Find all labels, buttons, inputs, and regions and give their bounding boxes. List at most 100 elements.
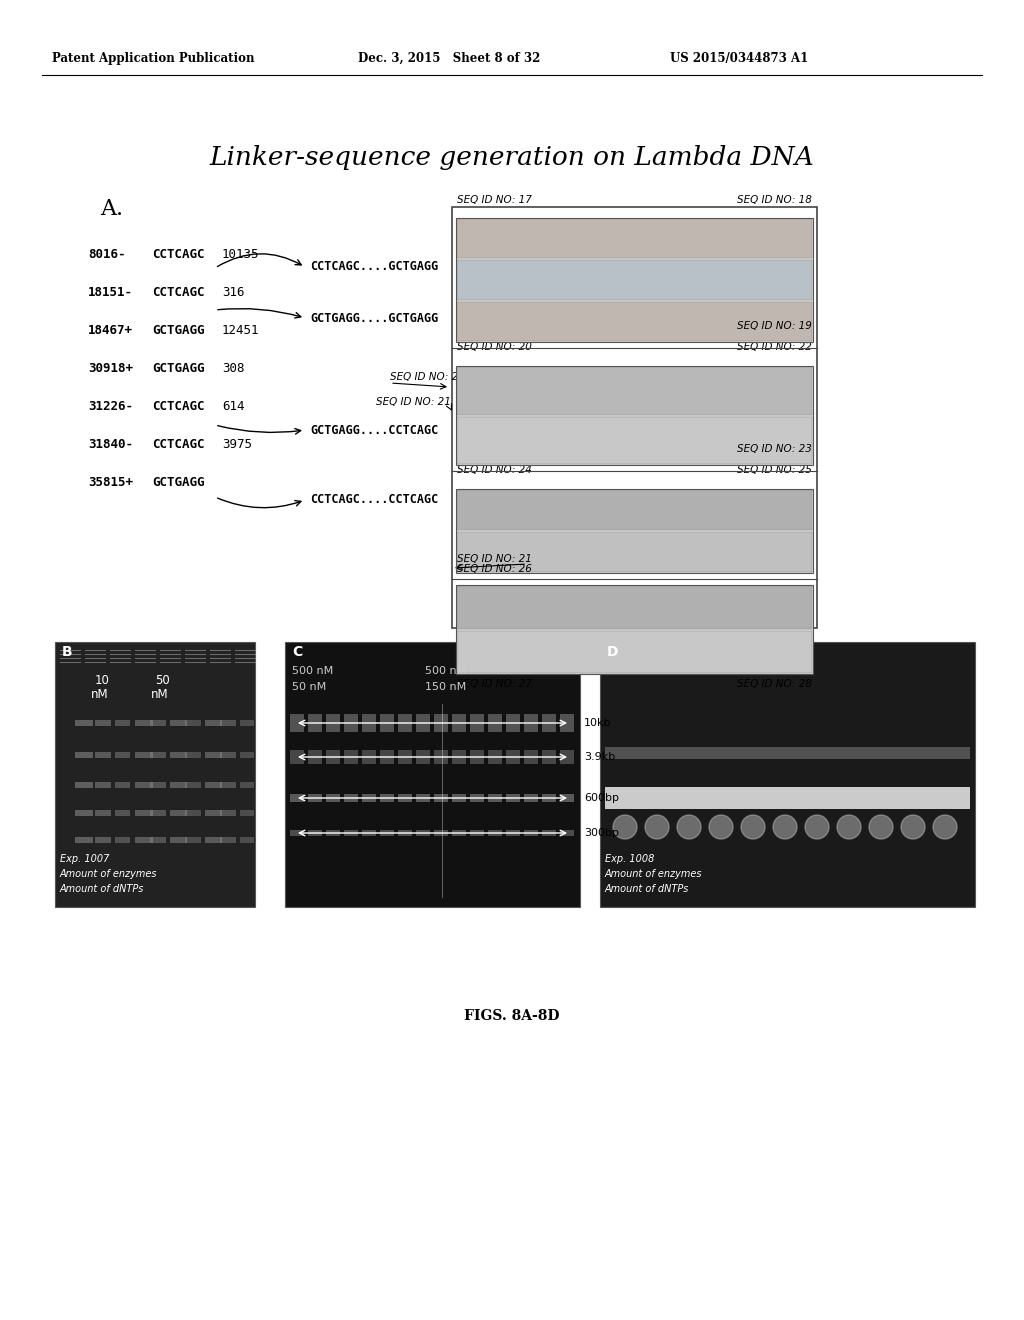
Circle shape	[677, 814, 701, 840]
Bar	[452, 750, 466, 764]
Circle shape	[709, 814, 733, 840]
Bar	[135, 837, 153, 843]
Bar	[240, 781, 254, 788]
Bar	[115, 810, 130, 816]
Text: SEQ ID NO: 21: SEQ ID NO: 21	[457, 554, 531, 564]
Bar	[470, 795, 484, 803]
Text: Linker-sequence generation on Lambda DNA: Linker-sequence generation on Lambda DNA	[210, 145, 814, 170]
Circle shape	[741, 814, 765, 840]
Text: C: C	[292, 645, 302, 659]
Bar	[605, 787, 970, 809]
Circle shape	[933, 814, 957, 840]
Text: Amount of dNTPs: Amount of dNTPs	[60, 884, 144, 894]
Text: D: D	[607, 645, 618, 659]
Text: SEQ ID NO: 19: SEQ ID NO: 19	[737, 321, 812, 331]
Bar	[398, 750, 412, 764]
Bar	[205, 719, 222, 726]
Bar	[380, 714, 394, 733]
Text: SEQ ID NO: 25: SEQ ID NO: 25	[737, 465, 812, 475]
Bar	[115, 752, 130, 758]
Bar	[135, 719, 153, 726]
Bar	[416, 830, 430, 836]
Bar	[542, 714, 556, 733]
Bar	[95, 719, 111, 726]
Bar	[362, 830, 376, 836]
Text: 18467+: 18467+	[88, 323, 133, 337]
Bar	[456, 488, 813, 573]
Bar	[457, 260, 812, 300]
Bar	[456, 488, 813, 573]
Bar	[75, 837, 93, 843]
Text: SEQ ID NO: 21: SEQ ID NO: 21	[376, 397, 451, 407]
Bar	[185, 752, 201, 758]
Bar	[220, 810, 236, 816]
Bar	[362, 750, 376, 764]
Bar	[170, 837, 187, 843]
Bar	[170, 781, 187, 788]
Bar	[285, 642, 580, 907]
Bar	[488, 750, 502, 764]
Text: GCTGAGG: GCTGAGG	[152, 477, 205, 488]
Bar	[488, 830, 502, 836]
Circle shape	[901, 814, 925, 840]
Text: 316: 316	[222, 286, 245, 300]
Text: CCTCAGC: CCTCAGC	[152, 248, 205, 261]
Bar	[398, 795, 412, 803]
Bar	[398, 714, 412, 733]
Bar	[290, 750, 304, 764]
Text: SEQ ID NO: 26: SEQ ID NO: 26	[457, 564, 531, 574]
Text: 3.9kb: 3.9kb	[584, 752, 615, 762]
Bar	[456, 218, 813, 342]
Text: 614: 614	[222, 400, 245, 413]
Bar	[75, 719, 93, 726]
Bar	[95, 752, 111, 758]
Text: SEQ ID NO: 18: SEQ ID NO: 18	[737, 195, 812, 205]
Bar	[75, 781, 93, 788]
Bar	[150, 752, 166, 758]
Text: GCTGAGG....GCTGAGG: GCTGAGG....GCTGAGG	[310, 312, 438, 325]
Text: Amount of enzymes: Amount of enzymes	[60, 869, 158, 879]
Bar	[326, 795, 340, 803]
Text: 50 nM: 50 nM	[292, 682, 327, 692]
Text: Exp. 1007: Exp. 1007	[60, 854, 110, 865]
Text: SEQ ID NO: 24: SEQ ID NO: 24	[457, 465, 531, 475]
Bar	[115, 837, 130, 843]
Text: SEQ ID NO: 21: SEQ ID NO: 21	[390, 372, 465, 381]
Text: 18151-: 18151-	[88, 286, 133, 300]
Text: 308: 308	[222, 362, 245, 375]
Text: GCTGAGG: GCTGAGG	[152, 323, 205, 337]
Bar	[185, 719, 201, 726]
Circle shape	[613, 814, 637, 840]
Bar	[205, 837, 222, 843]
Bar	[488, 795, 502, 803]
Bar	[398, 830, 412, 836]
Bar	[362, 795, 376, 803]
Bar	[220, 781, 236, 788]
Bar	[560, 714, 574, 733]
Bar	[506, 830, 520, 836]
Text: nM: nM	[151, 688, 169, 701]
Text: SEQ ID NO: 20: SEQ ID NO: 20	[457, 342, 531, 352]
Text: 500 nM: 500 nM	[425, 667, 466, 676]
Bar	[240, 719, 254, 726]
Bar	[416, 795, 430, 803]
Bar	[220, 719, 236, 726]
Bar	[185, 810, 201, 816]
Text: Dec. 3, 2015   Sheet 8 of 32: Dec. 3, 2015 Sheet 8 of 32	[358, 51, 541, 65]
Bar	[488, 714, 502, 733]
Text: SEQ ID NO: 27: SEQ ID NO: 27	[457, 678, 531, 689]
Bar	[524, 830, 538, 836]
Text: A.: A.	[100, 198, 123, 220]
Bar	[456, 218, 813, 342]
Bar	[434, 830, 449, 836]
Bar	[416, 750, 430, 764]
Bar	[524, 714, 538, 733]
Text: Amount of dNTPs: Amount of dNTPs	[605, 884, 689, 894]
Bar	[560, 750, 574, 764]
Circle shape	[805, 814, 829, 840]
Bar	[470, 714, 484, 733]
Bar	[542, 750, 556, 764]
Bar	[308, 795, 322, 803]
Text: GCTGAGG....CCTCAGC: GCTGAGG....CCTCAGC	[310, 424, 438, 437]
Text: 600bp: 600bp	[584, 793, 618, 803]
